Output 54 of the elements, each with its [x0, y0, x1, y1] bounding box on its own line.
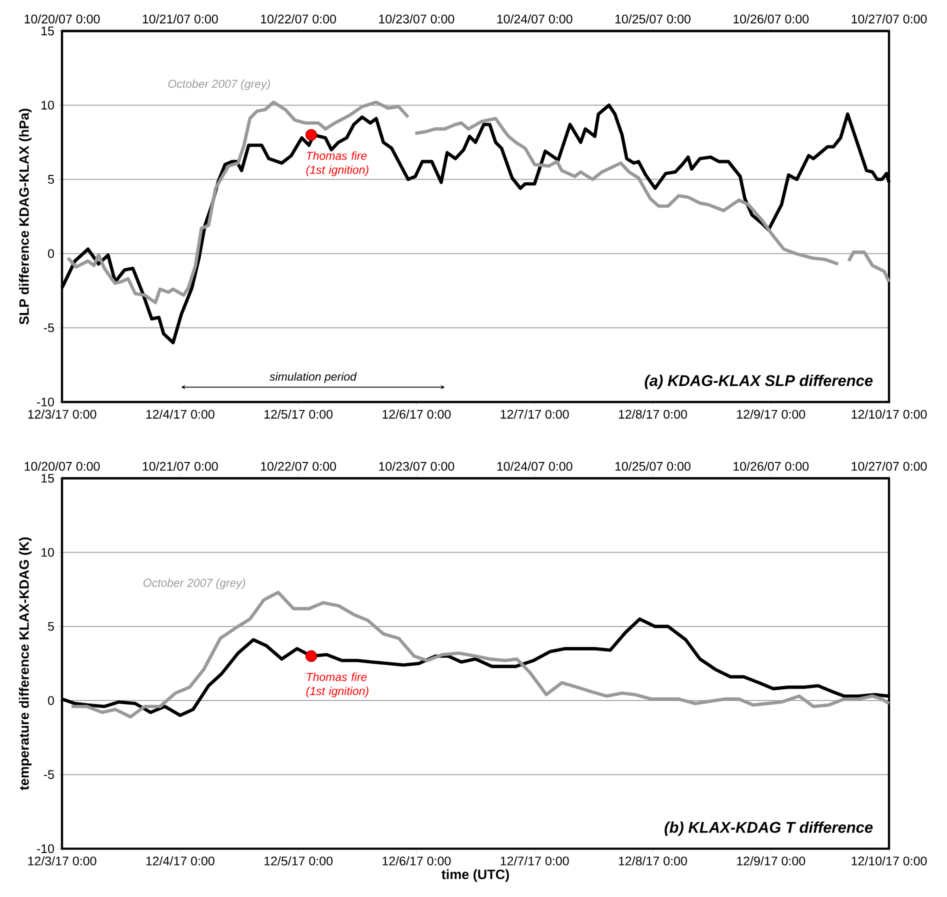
annotation: Thomas fire (1st ignition): [306, 672, 368, 698]
x-tick-label: 12/5/17 0:00: [264, 410, 333, 419]
x-tick-label: 12/10/17 0:00: [852, 410, 927, 419]
y-tick-label: -10: [36, 398, 54, 406]
y-tick-label: 15: [42, 474, 54, 483]
y-tick-label: 0: [48, 249, 54, 258]
series-label: October 2007 (grey): [168, 79, 270, 90]
x-tick-label: 12/10/17 0:00: [852, 856, 927, 866]
y-tick-label: -5: [44, 770, 54, 779]
x2-tick-label: 10/21/07 0:00: [142, 14, 218, 24]
x-axis-title: time (UTC): [442, 869, 509, 882]
x-tick-label: 12/4/17 0:00: [146, 856, 214, 866]
y-tick-label: 0: [48, 696, 54, 705]
x2-tick-label: 10/24/07 0:00: [497, 14, 572, 24]
y-tick-label: 10: [42, 100, 54, 110]
annotation: simulation period: [270, 372, 357, 383]
series-label: October 2007 (grey): [144, 578, 246, 590]
y-tick-label: 5: [48, 175, 54, 184]
text: (b) KLAX-KDAG T difference: [664, 821, 873, 836]
y-tick-label: 15: [42, 26, 54, 36]
y-axis-title: SLP difference KDAG-KLAX (hPa): [18, 108, 32, 324]
x-tick-label: 12/6/17 0:00: [382, 410, 451, 419]
x-tick-label: 12/3/17 0:00: [28, 410, 96, 419]
y-axis-title: temperature difference KLAX-KDAG (K): [18, 537, 32, 790]
x-tick-label: 12/7/17 0:00: [500, 856, 569, 866]
annotation: Thomas fire (1st ignition): [306, 151, 368, 176]
x-tick-label: 12/9/17 0:00: [737, 856, 806, 866]
x-tick-label: 12/5/17 0:00: [264, 856, 333, 866]
x2-tick-label: 10/22/07 0:00: [261, 462, 336, 471]
x2-tick-label: 10/27/07 0:00: [852, 462, 927, 471]
x-tick-label: 12/8/17 0:00: [618, 410, 687, 419]
x2-tick-label: 10/25/07 0:00: [615, 14, 690, 24]
x2-tick-label: 10/24/07 0:00: [497, 462, 572, 471]
x2-tick-label: 10/20/07 0:00: [24, 14, 100, 24]
x2-tick-label: 10/23/07 0:00: [379, 14, 454, 24]
x2-tick-label: 10/27/07 0:00: [852, 14, 927, 24]
text: (a) KDAG-KLAX SLP difference: [644, 374, 873, 390]
x2-tick-label: 10/21/07 0:00: [142, 462, 218, 471]
x2-tick-label: 10/26/07 0:00: [734, 462, 809, 471]
x-tick-label: 12/6/17 0:00: [382, 856, 451, 866]
x-tick-label: 12/4/17 0:00: [146, 410, 214, 419]
x2-tick-label: 10/25/07 0:00: [615, 462, 690, 471]
x2-tick-label: 10/22/07 0:00: [261, 14, 336, 24]
x2-tick-label: 10/20/07 0:00: [24, 462, 100, 471]
y-tick-label: 5: [48, 622, 54, 631]
y-tick-label: -10: [36, 844, 54, 854]
x-tick-label: 12/7/17 0:00: [500, 410, 569, 419]
x-tick-label: 12/9/17 0:00: [737, 410, 806, 419]
x2-tick-label: 10/23/07 0:00: [379, 462, 454, 471]
x2-tick-label: 10/26/07 0:00: [734, 14, 809, 24]
x-tick-label: 12/8/17 0:00: [618, 856, 687, 866]
y-tick-label: -5: [44, 323, 54, 332]
x-tick-label: 12/3/17 0:00: [28, 856, 96, 866]
y-tick-label: 10: [42, 548, 54, 557]
